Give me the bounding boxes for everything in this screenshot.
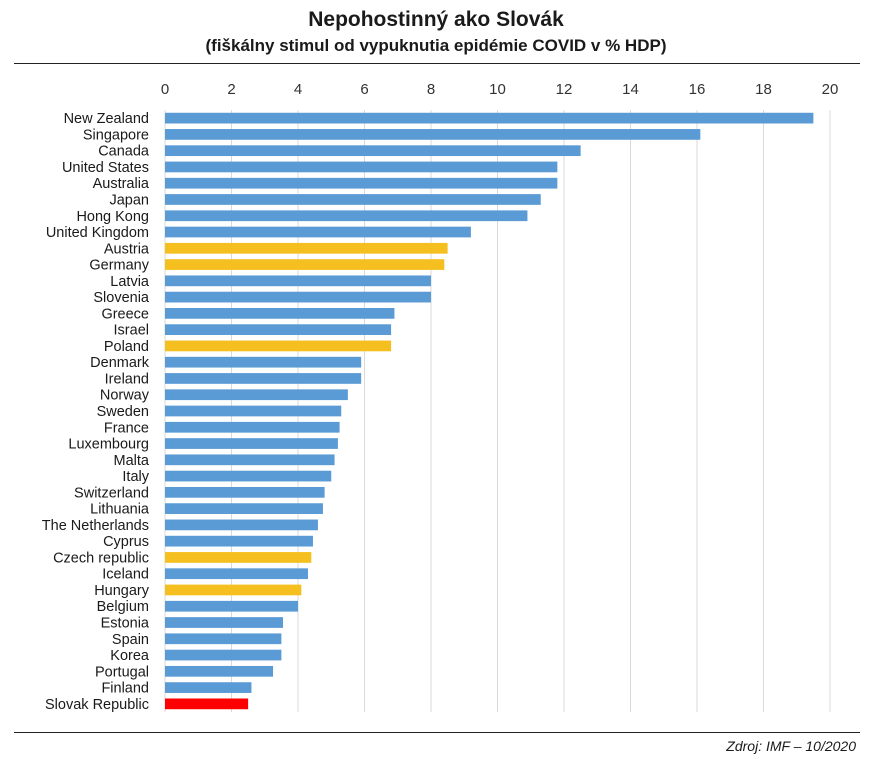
bar bbox=[165, 324, 392, 336]
category-label: Spain bbox=[112, 632, 149, 648]
bar bbox=[165, 389, 348, 401]
category-label: Iceland bbox=[102, 567, 149, 583]
category-label: Hong Kong bbox=[76, 209, 149, 225]
category-label: Belgium bbox=[97, 599, 149, 615]
chart-title: Nepohostinný ako Slovák bbox=[308, 8, 564, 31]
category-label: Korea bbox=[110, 648, 150, 664]
bar bbox=[165, 617, 284, 628]
category-label: Estonia bbox=[101, 616, 150, 632]
bar bbox=[165, 340, 392, 352]
x-tick-label: 20 bbox=[822, 81, 839, 98]
category-label: Slovenia bbox=[93, 290, 150, 306]
category-label: Denmark bbox=[90, 355, 150, 371]
x-tick-label: 0 bbox=[161, 81, 169, 98]
category-label: Norway bbox=[100, 388, 150, 404]
bar bbox=[165, 438, 338, 449]
category-label: Japan bbox=[109, 192, 149, 208]
category-label: Latvia bbox=[110, 274, 150, 290]
bar bbox=[165, 486, 325, 498]
category-label: Slovak Republic bbox=[45, 697, 149, 713]
x-tick-label: 10 bbox=[489, 81, 506, 98]
category-label: Australia bbox=[93, 176, 150, 192]
category-label: Cyprus bbox=[103, 534, 149, 550]
bar bbox=[165, 454, 335, 466]
source-note: Zdroj: IMF – 10/2020 bbox=[726, 738, 856, 754]
category-label: Poland bbox=[104, 339, 149, 355]
bar bbox=[165, 356, 362, 368]
category-label: Ireland bbox=[105, 371, 149, 387]
bar bbox=[165, 698, 249, 710]
bar bbox=[165, 600, 298, 612]
bar bbox=[165, 194, 541, 205]
bar bbox=[165, 503, 323, 514]
category-label: Austria bbox=[104, 241, 150, 257]
x-tick-label: 12 bbox=[556, 81, 573, 98]
bar bbox=[165, 112, 814, 124]
bar bbox=[165, 259, 445, 270]
category-label: Malta bbox=[114, 453, 150, 469]
x-tick-label: 16 bbox=[689, 81, 706, 98]
x-tick-label: 14 bbox=[622, 81, 639, 98]
category-label: New Zealand bbox=[64, 111, 149, 127]
bar bbox=[165, 242, 448, 254]
bar bbox=[165, 519, 318, 531]
bar bbox=[165, 308, 395, 319]
bar bbox=[165, 470, 332, 482]
bar bbox=[165, 535, 313, 547]
category-label: France bbox=[104, 420, 149, 436]
top-rule bbox=[14, 63, 860, 64]
category-label: Lithuania bbox=[90, 502, 150, 518]
x-tick-label: 2 bbox=[227, 81, 235, 98]
bar bbox=[165, 649, 282, 661]
category-label: Italy bbox=[122, 469, 149, 485]
bar bbox=[165, 568, 308, 580]
category-label: Israel bbox=[114, 323, 149, 339]
bar bbox=[165, 161, 558, 173]
bar bbox=[165, 129, 701, 140]
category-label: Hungary bbox=[94, 583, 150, 599]
bar bbox=[165, 275, 431, 287]
bottom-rule bbox=[14, 732, 860, 733]
bar bbox=[165, 373, 362, 384]
category-label: Germany bbox=[89, 258, 149, 274]
bar bbox=[165, 145, 581, 157]
category-label: Luxembourg bbox=[68, 437, 149, 453]
x-tick-label: 8 bbox=[427, 81, 435, 98]
bar bbox=[165, 665, 274, 677]
category-label: Greece bbox=[101, 306, 149, 322]
category-label: The Netherlands bbox=[42, 518, 149, 534]
bar bbox=[165, 682, 252, 693]
bar bbox=[165, 421, 340, 433]
category-label: United Kingdom bbox=[46, 225, 149, 241]
bar bbox=[165, 177, 558, 189]
bar bbox=[165, 291, 431, 303]
bar bbox=[165, 226, 471, 238]
category-label: Singapore bbox=[83, 127, 149, 143]
x-tick-label: 4 bbox=[294, 81, 302, 98]
bar bbox=[165, 584, 302, 596]
bar bbox=[165, 552, 312, 563]
chart-subtitle: (fiškálny stimul od vypuknutia epidémie … bbox=[205, 36, 667, 55]
category-label: Switzerland bbox=[74, 485, 149, 501]
x-tick-label: 18 bbox=[755, 81, 772, 98]
bar bbox=[165, 633, 282, 645]
x-tick-label: 6 bbox=[360, 81, 368, 98]
category-label: Sweden bbox=[97, 404, 149, 420]
bar bbox=[165, 210, 528, 222]
category-label: Canada bbox=[98, 144, 150, 160]
bar bbox=[165, 405, 342, 417]
category-label: United States bbox=[62, 160, 149, 176]
category-label: Czech republic bbox=[53, 550, 149, 566]
category-label: Portugal bbox=[95, 664, 149, 680]
category-label: Finland bbox=[101, 681, 149, 697]
